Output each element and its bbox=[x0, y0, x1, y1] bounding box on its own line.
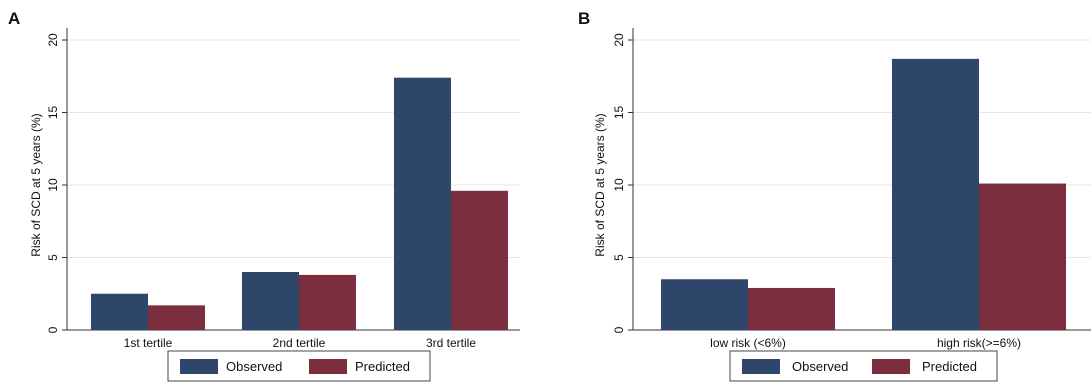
panel-b-legend-key-observed bbox=[742, 359, 780, 374]
panel-a: A Risk of SCD at 5 years (%) 0 5 10 15 20 1st… bbox=[8, 9, 520, 382]
panel-a-bar-observed-2 bbox=[242, 272, 299, 330]
panel-a-bar-predicted-2 bbox=[299, 274, 356, 330]
panel-a-legend: Observed Predicted bbox=[167, 350, 431, 382]
panel-a-bar-observed-3 bbox=[394, 77, 451, 330]
panel-a-legend-key-predicted bbox=[309, 359, 347, 374]
panel-a-x-tick-label: 2nd tertile bbox=[273, 336, 326, 350]
panel-b-y-tick-label: 10 bbox=[612, 178, 626, 192]
panel-b-x-tick-label: high risk(>=6%) bbox=[937, 336, 1021, 350]
panel-a-y-tick-label: 10 bbox=[46, 178, 60, 192]
panel-b-y-tick-label: 20 bbox=[612, 33, 626, 47]
panel-a-legend-key-observed bbox=[180, 359, 218, 374]
panel-a-y-tick-label: 15 bbox=[46, 106, 60, 120]
panel-a-legend-label-observed: Observed bbox=[226, 359, 282, 374]
panel-b-y-tick-label: 0 bbox=[612, 326, 626, 333]
panel-b-y-axis-label: Risk of SCD at 5 years (%) bbox=[593, 113, 607, 256]
panel-b-bar-predicted-2 bbox=[979, 183, 1066, 330]
panel-a-x-tick-label: 1st tertile bbox=[124, 336, 173, 350]
panel-b-legend-label-predicted: Predicted bbox=[922, 359, 977, 374]
panel-b-legend-label-observed: Observed bbox=[792, 359, 848, 374]
panel-a-y-axis-label: Risk of SCD at 5 years (%) bbox=[29, 113, 43, 256]
panel-b-bar-observed-2 bbox=[892, 58, 979, 330]
panel-a-legend-label-predicted: Predicted bbox=[355, 359, 410, 374]
panel-b-y-tick-label: 5 bbox=[612, 254, 626, 261]
panel-a-y-tick-label: 20 bbox=[46, 33, 60, 47]
panel-a-bar-predicted-1 bbox=[148, 305, 205, 330]
panel-a-y-tick-label: 5 bbox=[46, 254, 60, 261]
panel-a-letter: A bbox=[8, 9, 20, 28]
panel-a-bar-observed-1 bbox=[91, 293, 148, 330]
panel-a-bar-predicted-3 bbox=[451, 190, 508, 330]
panel-a-y-tick-label: 0 bbox=[46, 326, 60, 333]
panel-b: B Risk of SCD at 5 years (%) 0 5 10 15 20 low… bbox=[578, 9, 1091, 382]
panel-b-legend-key-predicted bbox=[872, 359, 910, 374]
panel-b-bar-observed-1 bbox=[661, 279, 748, 330]
panel-b-bar-predicted-1 bbox=[748, 287, 835, 330]
panel-b-letter: B bbox=[578, 9, 590, 28]
panel-b-y-tick-label: 15 bbox=[612, 106, 626, 120]
panel-b-x-tick-label: low risk (<6%) bbox=[710, 336, 786, 350]
panel-a-x-tick-label: 3rd tertile bbox=[426, 336, 476, 350]
panel-b-legend: Observed Predicted bbox=[729, 350, 998, 382]
